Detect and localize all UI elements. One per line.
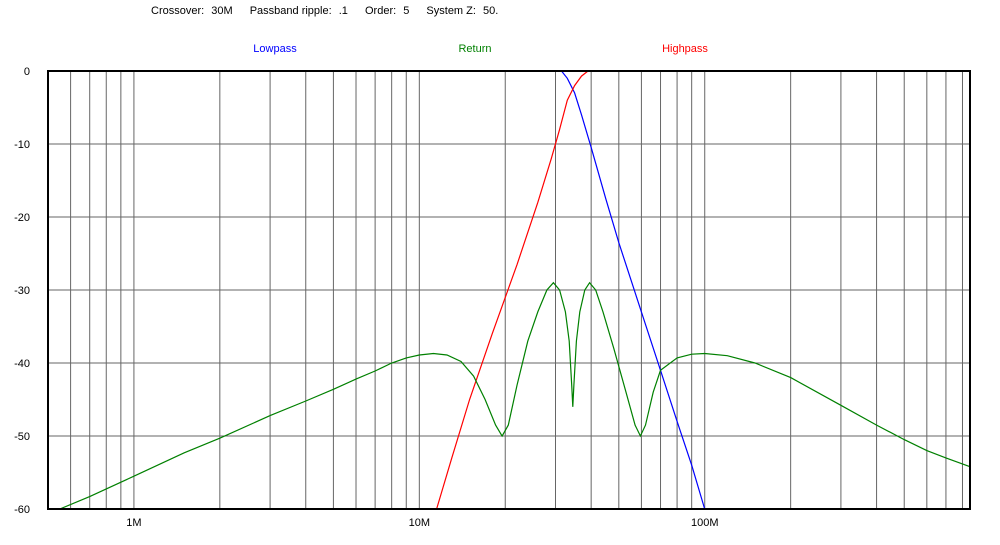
ripple-label: Passband ripple: (249, 5, 332, 17)
series-line-highpass (436, 70, 589, 510)
x-axis-ticks: 1M 10M 100M (126, 517, 718, 529)
plot-frame (47, 70, 971, 510)
y-tick-label: -10 (14, 139, 30, 151)
y-tick-label: 0 (24, 66, 30, 78)
order-label: Order: (364, 5, 397, 17)
systemz-label: System Z: (426, 5, 476, 17)
x-tick-label: 100M (691, 517, 719, 529)
order-value: 5 (403, 5, 410, 17)
x-tick-label: 10M (409, 517, 430, 529)
ripple-value: .1 (338, 5, 348, 17)
legend-entry-lowpass: Lowpass (253, 43, 297, 55)
series-line-lowpass (561, 70, 706, 510)
crossover-value: 30M (211, 5, 233, 17)
y-tick-label: -30 (14, 285, 30, 297)
series-line-return (59, 281, 971, 510)
legend-entry-highpass: Highpass (662, 43, 708, 55)
y-tick-label: -40 (14, 358, 30, 370)
y-tick-label: -20 (14, 212, 30, 224)
legend-entry-return: Return (458, 43, 491, 55)
series-group (59, 70, 971, 510)
systemz-value: 50. (483, 5, 499, 17)
y-axis-ticks: 0 -10 -20 -30 -40 -50 -60 (14, 66, 30, 516)
crossover-label: Crossover: (151, 5, 205, 17)
x-tick-label: 1M (126, 517, 141, 529)
legend: Lowpass Return Highpass (253, 43, 708, 55)
y-tick-label: -50 (14, 431, 30, 443)
y-tick-label: -60 (14, 504, 30, 516)
grid (48, 70, 970, 510)
chart-header: Crossover: 30M Passband ripple: .1 Order… (151, 5, 512, 17)
